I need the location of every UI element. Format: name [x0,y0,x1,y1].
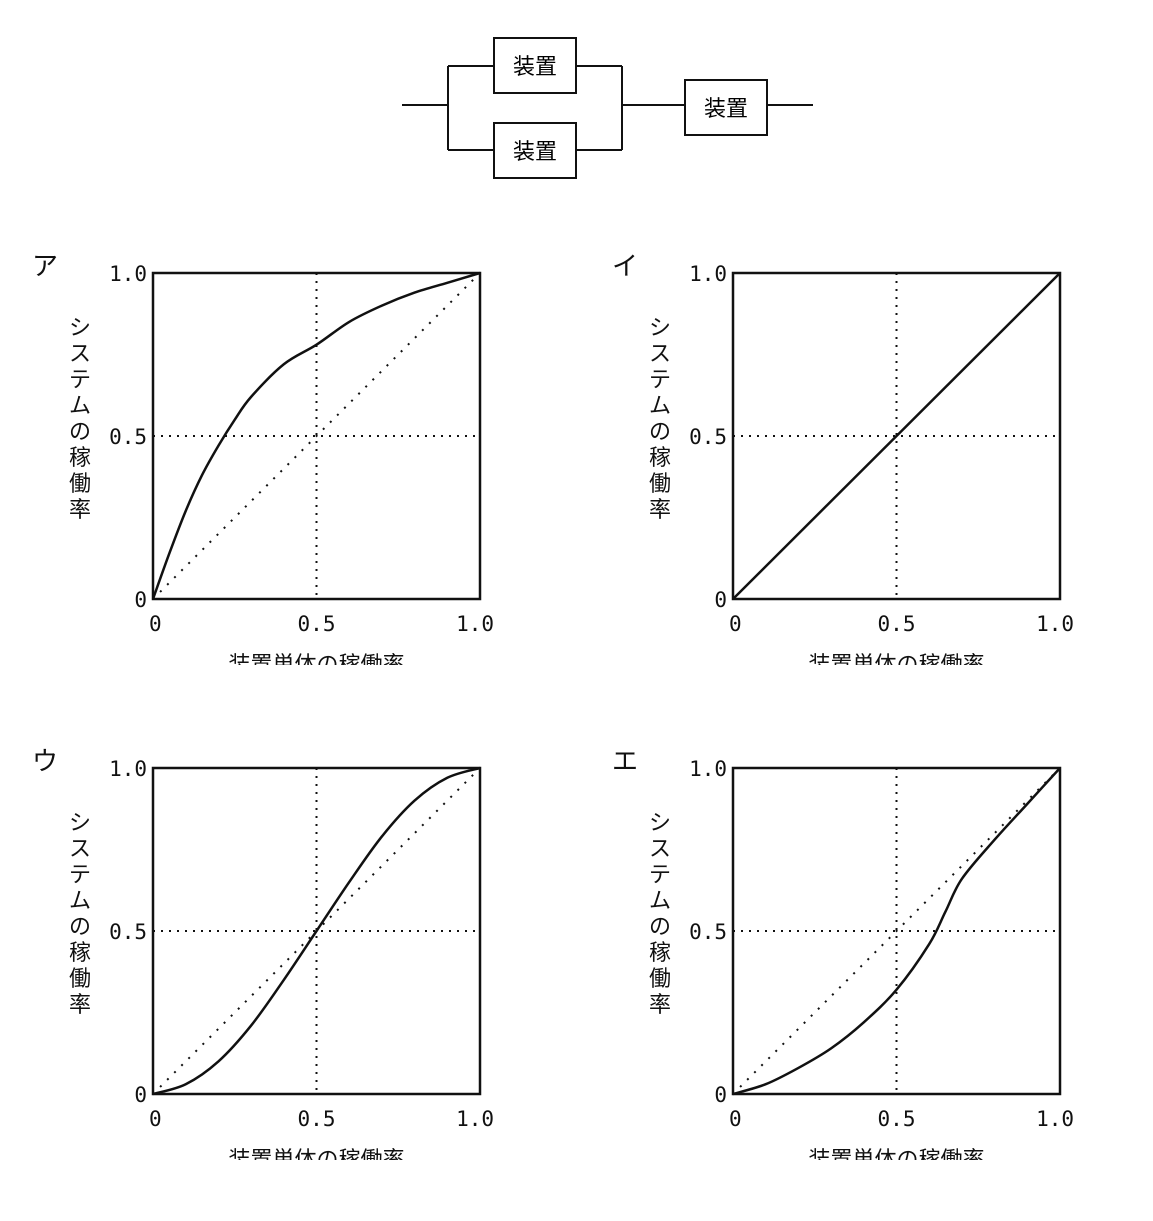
x-tick-label: 0 [729,612,742,636]
series-line-0 [151,271,481,600]
x-tick-label: 1.0 [456,1107,494,1131]
y-tick-label: 1.0 [689,757,727,781]
y-tick-label: 1.0 [689,262,727,286]
chart-panel-e: エ 0 0.5 1.0 0 0.5 1.0 装置単体の稼働率 システムの稼働率 [600,740,1153,1160]
chart-svg: イ 0 0.5 1.0 0 0.5 1.0 装置単体の稼働率 システムの稼働率 [612,252,1074,665]
y-axis-label: システムの稼働率 [649,316,671,523]
y-axis-label: システムの稼働率 [69,316,91,523]
x-tick-label: 1.0 [456,612,494,636]
y-tick-label: 0.5 [689,920,727,944]
plot-frame [731,766,1062,1096]
x-tick-label: 0.5 [878,1107,916,1131]
option-label: ウ [32,747,58,777]
plot-frame [731,271,1062,601]
x-axis-label: 装置単体の稼働率 [228,1148,404,1160]
chart-svg: ア 0 0.5 1.0 0 0.5 1.0 装置単体の稼働率 システムの稼働率 [32,252,494,665]
x-axis-label: 装置単体の稼働率 [808,653,984,665]
y-tick-label: 0.5 [109,920,147,944]
y-tick-label: 0.5 [109,425,147,449]
y-axis-label: システムの稼働率 [69,811,91,1018]
chart-svg: ウ 0 0.5 1.0 0 0.5 1.0 装置単体の稼働率 システムの稼働率 [32,747,494,1160]
device-box-upper: 装置 [493,37,577,94]
x-tick-label: 1.0 [1036,1107,1074,1131]
chart-panel-i: イ 0 0.5 1.0 0 0.5 1.0 装置単体の稼働率 システムの稼働率 [600,245,1153,665]
x-tick-label: 0 [149,1107,162,1131]
series-line-0 [732,767,1061,1096]
option-label: ア [32,252,58,282]
y-tick-label: 0 [714,1083,727,1107]
device-box-series-label: 装置 [704,97,748,122]
series-line-0 [152,766,481,1096]
y-axis-label: システムの稼働率 [649,811,671,1018]
y-tick-label: 0 [714,588,727,612]
plot-frame [151,766,482,1096]
system-block-diagram: 装置 装置 装置 [402,37,813,179]
option-label: エ [612,747,638,777]
y-tick-label: 0 [134,588,147,612]
plot-frame [151,271,482,601]
device-box-lower: 装置 [493,122,577,179]
option-label: イ [612,252,638,282]
x-tick-label: 0 [729,1107,742,1131]
device-box-series: 装置 [684,79,768,136]
chart-svg: エ 0 0.5 1.0 0 0.5 1.0 装置単体の稼働率 システムの稼働率 [612,747,1074,1160]
x-tick-label: 0 [149,612,162,636]
y-tick-label: 1.0 [109,262,147,286]
device-box-upper-label: 装置 [513,55,557,80]
series-line-0 [732,272,1061,600]
chart-panel-u: ウ 0 0.5 1.0 0 0.5 1.0 装置単体の稼働率 システムの稼働率 [20,740,580,1160]
x-tick-label: 0.5 [878,612,916,636]
y-tick-label: 0.5 [689,425,727,449]
reference-line-diagonal [732,767,1061,1095]
x-tick-label: 1.0 [1036,612,1074,636]
chart-panel-a: ア 0 0.5 1.0 0 0.5 1.0 装置単体の稼働率 システムの稼働率 [20,245,580,665]
x-tick-label: 0.5 [298,612,336,636]
reference-line-diagonal [152,272,481,600]
x-axis-label: 装置単体の稼働率 [228,653,404,665]
y-tick-label: 1.0 [109,757,147,781]
x-tick-label: 0.5 [298,1107,336,1131]
x-axis-label: 装置単体の稼働率 [808,1148,984,1160]
device-box-lower-label: 装置 [513,140,557,165]
y-tick-label: 0 [134,1083,147,1107]
